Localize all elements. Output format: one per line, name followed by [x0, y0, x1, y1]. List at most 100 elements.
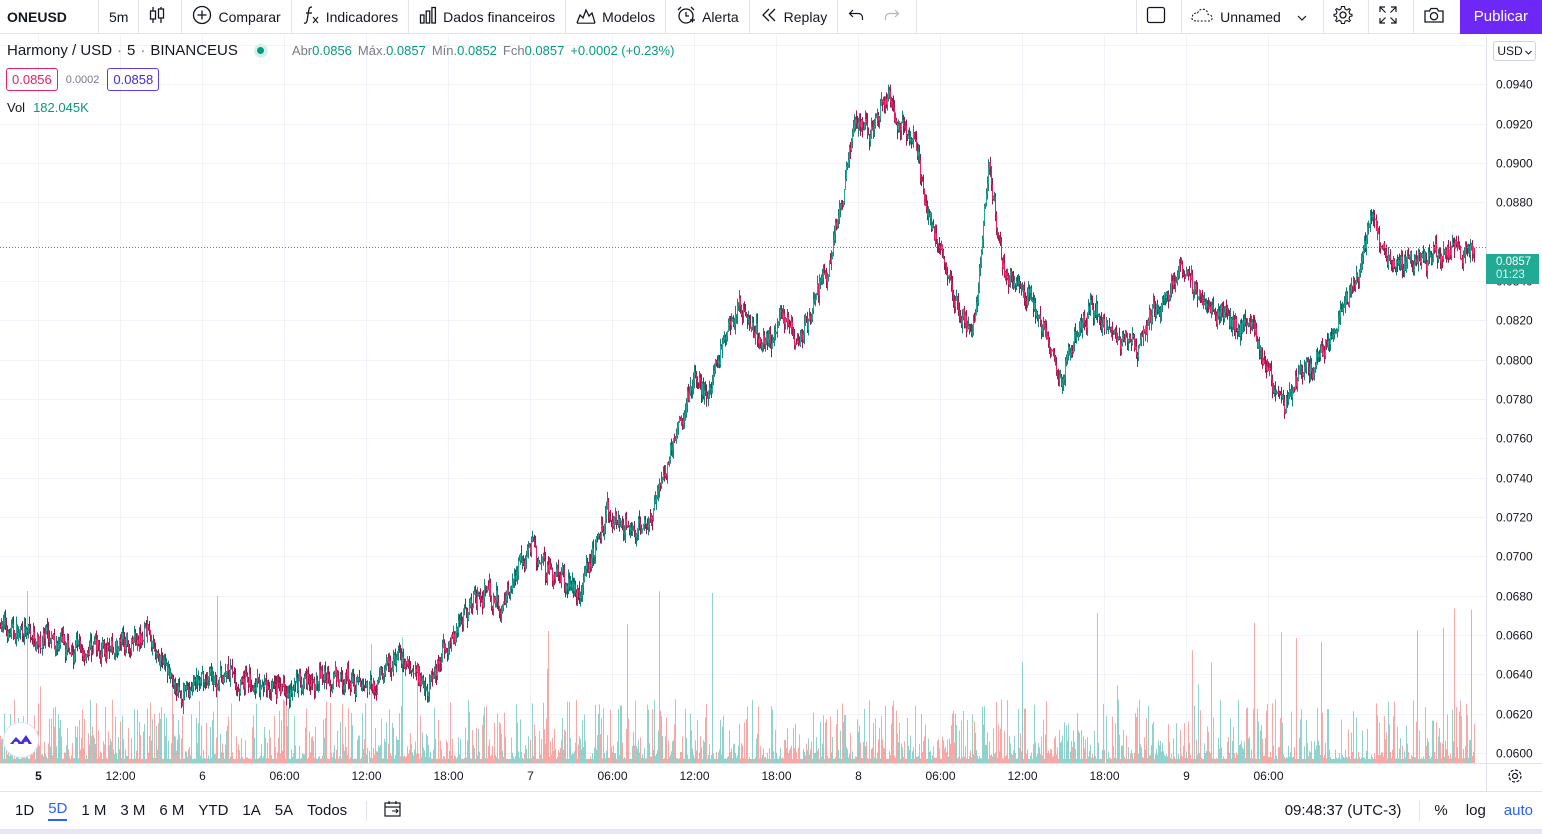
symbol-search-button[interactable]: ONEUSD [0, 0, 99, 34]
range-button[interactable]: 1A [235, 792, 267, 830]
volume-label[interactable]: Vol [7, 100, 26, 115]
candle-body [250, 673, 251, 688]
candle-body [1276, 392, 1277, 394]
candle-body [842, 204, 843, 206]
chevron-down-icon [1297, 9, 1313, 25]
price-tick-label: 0.0760 [1496, 432, 1533, 446]
range-label: YTD [198, 802, 229, 819]
publish-button[interactable]: Publicar [1459, 0, 1542, 34]
snapshot-button[interactable] [1414, 0, 1460, 34]
range-button[interactable]: 1 M [74, 792, 113, 830]
undo-icon[interactable] [848, 8, 870, 25]
templates-button[interactable]: Modelos [566, 0, 667, 34]
time-tick-label: 18:00 [761, 769, 791, 783]
candle-body [1254, 322, 1255, 332]
price-chart[interactable]: 0.09600.09400.09200.09000.08800.08400.08… [0, 35, 1542, 791]
range-button[interactable]: 1D [8, 792, 41, 830]
candle-body [1136, 346, 1137, 355]
candle-body [1382, 247, 1383, 249]
legend-title[interactable]: Harmony / USD [7, 42, 113, 59]
timezone-clock[interactable]: 09:48:37 (UTC-3) [1285, 800, 1421, 821]
log-toggle[interactable]: log [1465, 802, 1486, 819]
alert-button[interactable]: Alerta [666, 0, 750, 34]
layout-toggle-button[interactable] [1137, 0, 1183, 34]
candle-body [415, 668, 416, 673]
alarm-clock-icon [676, 5, 702, 28]
replay-button[interactable]: Replay [750, 0, 839, 34]
candle-body [1354, 283, 1355, 285]
candle-body [1414, 262, 1415, 272]
candle-body [763, 335, 764, 344]
candle-body [88, 652, 89, 655]
candle-body [811, 318, 812, 320]
candle-body [564, 572, 565, 585]
candle-body [975, 314, 976, 322]
candle-body [585, 568, 586, 575]
candle-body [47, 627, 48, 631]
candle-body [266, 681, 267, 690]
candle-body [1310, 363, 1311, 374]
range-button[interactable]: YTD [191, 792, 235, 830]
candle-body [1274, 390, 1275, 392]
candle-body [914, 133, 915, 139]
candle-body [248, 681, 249, 685]
candle-body [550, 564, 551, 567]
candle-body [115, 650, 116, 654]
price-tick-label: 0.0820 [1496, 314, 1533, 328]
settings-button[interactable] [1324, 0, 1369, 34]
candle-body [221, 669, 222, 676]
candle-body [1291, 389, 1292, 398]
candle-body [877, 115, 878, 117]
bid-ask-row: 0.0856 0.0002 0.0858 [6, 68, 160, 91]
calendar-icon [383, 800, 403, 822]
range-button[interactable]: 5D [41, 792, 74, 830]
candle-body [1075, 331, 1076, 339]
range-button[interactable]: Todos [300, 792, 354, 830]
candle-body [911, 139, 912, 142]
interval-button[interactable]: 5m [99, 0, 140, 34]
currency-select[interactable]: USD [1493, 41, 1536, 61]
candle-body [1022, 290, 1023, 292]
percent-toggle[interactable]: % [1434, 802, 1448, 819]
candle-body [695, 372, 696, 376]
redo-icon[interactable] [884, 8, 906, 25]
candle-body [657, 491, 658, 497]
candle-body [1388, 256, 1389, 265]
market-status-icon[interactable] [253, 43, 268, 58]
candle-body [1096, 303, 1097, 315]
candle-body [621, 521, 622, 527]
layout-name-button[interactable]: Unnamed [1182, 0, 1324, 34]
candle-body [343, 686, 344, 690]
financials-button[interactable]: Dados financeiros [409, 0, 567, 34]
indicators-button[interactable]: Indicadores [292, 0, 410, 34]
candle-body [276, 685, 277, 698]
chart-type-button[interactable] [139, 0, 183, 34]
candle-body [214, 676, 215, 685]
candle-body [665, 474, 666, 476]
compare-button[interactable]: Comparar [182, 0, 292, 34]
candle-body [768, 338, 769, 343]
range-button[interactable]: 6 M [152, 792, 191, 830]
axis-settings-icon[interactable] [1507, 768, 1523, 789]
range-button[interactable]: 5A [268, 792, 300, 830]
candle-body [538, 560, 539, 565]
candle-body [186, 686, 187, 690]
buy-price-button[interactable]: 0.0858 [107, 68, 160, 91]
candle-body [1126, 331, 1127, 333]
chart-pane[interactable]: 0.09600.09400.09200.09000.08800.08400.08… [0, 35, 1542, 791]
candle-body [349, 680, 350, 683]
candle-body [551, 566, 552, 570]
sell-price-button[interactable]: 0.0856 [6, 68, 58, 91]
candle-body [486, 588, 487, 590]
candle-body [1084, 315, 1085, 323]
fullscreen-button[interactable] [1369, 0, 1414, 34]
range-button[interactable]: 3 M [113, 792, 152, 830]
auto-scale-toggle[interactable]: auto [1503, 802, 1533, 819]
candle-body [70, 653, 71, 655]
candle-body [50, 641, 51, 643]
go-to-date-button[interactable] [379, 800, 407, 822]
candle-body [383, 674, 384, 676]
tradingview-logo-icon[interactable] [3, 722, 39, 758]
candle-body [660, 483, 661, 486]
candle-body [285, 688, 286, 693]
